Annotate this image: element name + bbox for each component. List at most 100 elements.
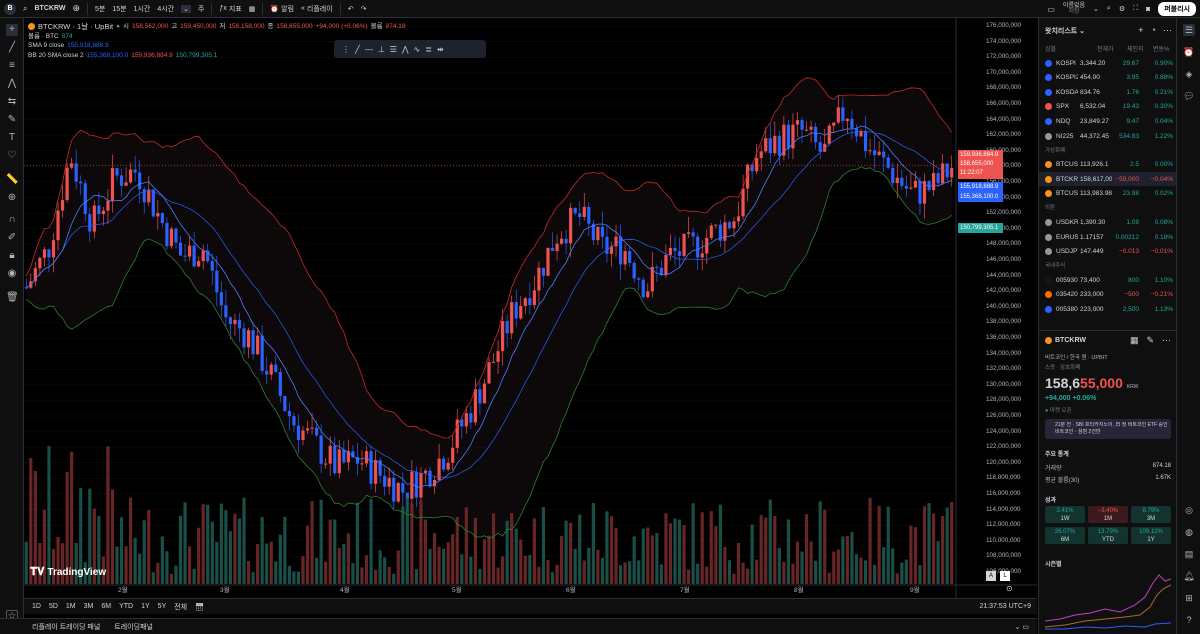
performance-cell-1m[interactable]: −3.40% 1M	[1088, 506, 1128, 523]
performance-cell-6m[interactable]: 26.07% 6M	[1045, 527, 1085, 544]
interval-dropdown-icon[interactable]: ⌄	[181, 4, 192, 13]
search-icon[interactable]: ⌕	[23, 3, 28, 13]
bb-label[interactable]: BB 20 SMA close 2	[28, 51, 84, 59]
channel-icon[interactable]: ☰	[389, 44, 397, 54]
range-1y[interactable]: 1Y	[141, 603, 150, 610]
zoom-icon[interactable]: ⊕	[7, 192, 17, 203]
undo-icon[interactable]: ↶	[347, 5, 354, 13]
watchlist-row[interactable]: 005930 73,400 800 1.10%	[1039, 273, 1177, 287]
watchlist-row[interactable]: EURUSD1.17157 0.00212 0.18%	[1039, 230, 1177, 244]
performance-cell-1y[interactable]: 109.12% 1Y	[1131, 527, 1171, 544]
trend-line-icon[interactable]: ╱	[8, 42, 16, 53]
watchlist-section-header[interactable]: 국내주식	[1045, 263, 1066, 270]
auto-scale-button[interactable]: A	[986, 571, 996, 581]
more-icon[interactable]: ⋯	[1162, 335, 1171, 345]
chat-icon[interactable]: 💬︎	[1183, 91, 1195, 101]
fullscreen-icon[interactable]: ⛶	[1133, 5, 1138, 12]
path-icon[interactable]: ⋀	[401, 44, 409, 54]
watchlist-icon[interactable]: ☰	[1183, 24, 1195, 36]
lock-drawings-icon[interactable]: ✐	[7, 232, 17, 243]
symbol-search[interactable]: BTCKRW	[34, 5, 66, 12]
watchlist-section-header[interactable]: 가상화폐	[1045, 147, 1066, 154]
layout-icon[interactable]: ▭	[1047, 4, 1055, 14]
vertical-line-icon[interactable]: ⊥	[377, 44, 385, 54]
layers-icon[interactable]: ◈	[1185, 69, 1193, 79]
price-chart[interactable]	[24, 18, 1037, 598]
tab-trading-panel[interactable]: 트레이딩패널	[114, 623, 153, 631]
range-5y[interactable]: 5Y	[157, 603, 167, 610]
log-scale-button[interactable]: L	[1000, 571, 1010, 581]
col-change[interactable]: 체인지	[1127, 47, 1144, 53]
more-apps-icon[interactable]: ⊞	[1185, 593, 1193, 603]
broadcast-icon[interactable]: ◍	[1185, 527, 1193, 537]
text-icon[interactable]: T	[8, 132, 16, 143]
col-symbol[interactable]: 심볼	[1045, 47, 1057, 53]
legend-title[interactable]: BTCKRW · 1날 · UpBit	[38, 22, 114, 31]
date-range-calendar-icon[interactable]: 📅︎	[195, 603, 205, 611]
target-icon[interactable]: ◎	[1185, 505, 1193, 515]
lock-icon[interactable]: 🔒︎	[9, 250, 15, 261]
user-avatar[interactable]: B	[4, 2, 16, 15]
clock-readout[interactable]: 21:37:53 UTC+9	[979, 603, 1031, 610]
wave-icon[interactable]: ∿	[413, 44, 421, 54]
quick-search-icon[interactable]: ⌕	[1106, 5, 1111, 12]
watchlist-row[interactable]: USDKRW1,390.30 1.08 0.08%	[1039, 215, 1177, 229]
watchlist-dropdown-icon[interactable]: ⌄	[1079, 28, 1086, 35]
brush-icon[interactable]: ✎	[7, 114, 17, 125]
camera-icon[interactable]: ◙	[1146, 5, 1151, 13]
watchlist-row[interactable]: KOSDAQ834.76 1.76 0.21%	[1039, 85, 1177, 99]
watchlist-row[interactable]: USDJPY147.449 −0.013 −0.01%	[1039, 245, 1177, 259]
bell-icon[interactable]: 🔔︎	[1183, 571, 1195, 581]
performance-cell-1w[interactable]: 2.41% 1W	[1045, 506, 1085, 523]
drag-handle-icon[interactable]: ⋮	[342, 44, 350, 54]
interval-1h[interactable]: 1시간	[133, 5, 151, 13]
chart-type-button[interactable]: 주	[198, 5, 205, 13]
interval-15m[interactable]: 15분	[112, 5, 127, 13]
chart-pie-icon[interactable]: ◔	[1150, 25, 1156, 35]
watchlist-row[interactable]: KOSPI 3,344.20 29.67 0.90%	[1039, 56, 1177, 70]
seasonals-chart[interactable]	[1045, 569, 1171, 631]
alerts-icon[interactable]: ⏰	[1183, 47, 1195, 57]
range-3m[interactable]: 3M	[83, 603, 94, 610]
magnet-icon[interactable]: ∩	[8, 214, 16, 225]
horizontal-ray-icon[interactable]: —	[364, 44, 373, 54]
range-all[interactable]: 전체	[174, 603, 188, 611]
watchlist-section-header[interactable]: 외환	[1045, 205, 1056, 212]
watchlist-row[interactable]: 035420 233,000 −500 −0.21%	[1039, 288, 1177, 302]
tab-replay-trading-panel[interactable]: 리플레이 트레이딩 패널	[32, 623, 101, 631]
forecast-icon[interactable]: ⇆	[7, 96, 17, 107]
publish-button[interactable]: 퍼블리시	[1158, 2, 1196, 16]
watchlist-row[interactable]: KOSPI200454.00 3.95 0.88%	[1039, 71, 1177, 85]
performance-cell-3m[interactable]: 8.79% 3M	[1131, 506, 1171, 523]
layout-dropdown-icon[interactable]: ⌄	[1093, 6, 1099, 13]
layout-grid-icon[interactable]: ▦	[1129, 335, 1139, 345]
watchlist-row[interactable]: BTCKRW158,617,000−59,000 −0.04%	[1039, 172, 1177, 187]
watchlist-row[interactable]: NI225 44,372.45 534.83 1.22%	[1039, 129, 1177, 143]
range-6m[interactable]: 6M	[101, 603, 112, 610]
panel-collapse-icon[interactable]: ⌄ ▭	[1014, 623, 1029, 631]
watchlist-row[interactable]: BTCUSDT113,983.98 23.98 0.02%	[1039, 187, 1177, 201]
watchlist-row[interactable]: NDQ 23,849.27 9.47 0.04%	[1039, 114, 1177, 128]
sma-label[interactable]: SMA 9 close	[28, 42, 65, 49]
ruler-icon[interactable]: 📏	[6, 174, 19, 185]
templates-icon[interactable]: ▦	[248, 5, 256, 13]
edit-icon[interactable]: ✎	[1146, 335, 1154, 345]
range-5d[interactable]: 5D	[48, 603, 58, 610]
range-ytd[interactable]: YTD	[119, 603, 134, 610]
indicators-button[interactable]: ƒx 지표	[219, 4, 241, 14]
interval-4h[interactable]: 4시간	[157, 5, 175, 13]
col-price[interactable]: 현재가	[1097, 47, 1114, 53]
heart-icon[interactable]: ♡	[7, 150, 17, 161]
range-1d[interactable]: 1D	[32, 603, 41, 610]
layout-name-block[interactable]: 이름없음 저장	[1063, 3, 1085, 15]
fib-retracement-icon[interactable]: ≡	[9, 60, 15, 71]
trash-icon[interactable]: 🗑︎	[6, 292, 19, 303]
volume-indicator-label[interactable]: 볼륨 · BTC	[28, 32, 59, 40]
alert-button[interactable]: ⏰ 알림	[270, 4, 294, 14]
trend-line-tool-icon[interactable]: ╱	[355, 44, 360, 54]
watchlist-title[interactable]: 왓치리스트	[1045, 28, 1078, 35]
fib-tool-icon[interactable]: ≣	[425, 44, 432, 54]
settings-icon[interactable]: ⚙	[1118, 6, 1126, 13]
news-card[interactable]: 21분 전 · SBI 프티카지노이, 日 첫 비트코인 ETF 승인 2건 비…	[1045, 419, 1171, 439]
replay-button[interactable]: «리플레이	[301, 4, 333, 14]
